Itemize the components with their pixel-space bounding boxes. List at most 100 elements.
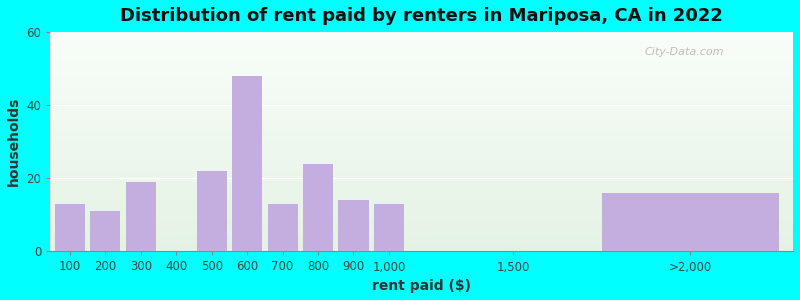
Bar xyxy=(50,151,793,152)
Bar xyxy=(50,239,793,241)
Bar xyxy=(50,140,793,141)
Bar xyxy=(50,125,793,126)
Bar xyxy=(50,78,793,79)
Bar xyxy=(602,193,779,251)
Text: City-Data.com: City-Data.com xyxy=(645,47,724,57)
Bar xyxy=(50,74,793,75)
Bar xyxy=(338,200,369,251)
Bar xyxy=(50,49,793,50)
Bar xyxy=(50,103,793,104)
Bar xyxy=(50,184,793,186)
Bar xyxy=(50,52,793,53)
Bar xyxy=(50,244,793,245)
Bar xyxy=(50,141,793,142)
Bar xyxy=(50,59,793,61)
Bar xyxy=(50,33,793,34)
Bar xyxy=(50,56,793,57)
Bar xyxy=(50,81,793,83)
Bar xyxy=(50,198,793,199)
Bar xyxy=(50,55,793,56)
Bar xyxy=(50,136,793,137)
Bar xyxy=(50,187,793,188)
Bar xyxy=(50,39,793,40)
Bar xyxy=(50,126,793,128)
Bar xyxy=(50,245,793,246)
Bar xyxy=(50,149,793,151)
Bar xyxy=(50,111,793,112)
Bar xyxy=(50,204,793,206)
Bar xyxy=(50,68,793,69)
Bar xyxy=(50,174,793,175)
Bar xyxy=(50,57,793,59)
Bar xyxy=(50,85,793,86)
Bar xyxy=(50,132,793,133)
Bar xyxy=(50,206,793,208)
Bar xyxy=(50,66,793,67)
Bar xyxy=(50,203,793,204)
Bar xyxy=(50,87,793,88)
Bar xyxy=(50,147,793,148)
Bar xyxy=(50,216,793,217)
Bar xyxy=(50,166,793,167)
Y-axis label: households: households xyxy=(7,97,21,187)
Bar xyxy=(50,41,793,42)
Bar xyxy=(50,192,793,193)
Bar xyxy=(50,46,793,47)
Bar xyxy=(50,124,793,125)
Bar xyxy=(50,213,793,214)
Bar xyxy=(50,92,793,94)
Bar xyxy=(50,214,793,215)
Bar xyxy=(50,67,793,68)
Bar xyxy=(50,225,793,226)
Bar xyxy=(50,250,793,251)
Bar xyxy=(50,128,793,129)
Bar xyxy=(50,97,793,98)
Bar xyxy=(50,40,793,41)
Bar xyxy=(50,65,793,66)
Bar xyxy=(50,144,793,145)
Bar xyxy=(50,161,793,163)
Bar xyxy=(50,168,793,169)
Bar xyxy=(50,42,793,43)
Bar xyxy=(50,237,793,238)
Bar xyxy=(50,219,793,220)
Bar xyxy=(50,96,793,97)
Bar xyxy=(50,186,793,187)
Bar xyxy=(50,133,793,134)
Bar xyxy=(50,45,793,46)
Bar xyxy=(50,121,793,122)
Bar xyxy=(50,221,793,222)
Bar xyxy=(50,70,793,72)
Bar xyxy=(50,193,793,194)
Bar xyxy=(50,181,793,182)
Bar xyxy=(50,142,793,143)
Bar xyxy=(50,101,793,102)
Bar xyxy=(50,194,793,196)
Bar xyxy=(50,54,793,55)
Bar xyxy=(50,112,793,113)
Bar xyxy=(50,211,793,212)
Bar xyxy=(50,180,793,181)
Bar xyxy=(50,236,793,237)
Bar xyxy=(90,211,121,251)
Bar xyxy=(50,32,793,33)
Bar xyxy=(50,164,793,165)
Bar xyxy=(50,209,793,210)
Bar xyxy=(50,210,793,211)
Bar xyxy=(50,69,793,70)
Bar xyxy=(303,164,333,251)
Bar xyxy=(50,145,793,146)
Bar xyxy=(50,158,793,159)
Bar xyxy=(50,224,793,225)
Bar xyxy=(50,129,793,130)
Bar xyxy=(50,44,793,45)
Bar xyxy=(50,167,793,168)
Bar xyxy=(50,169,793,170)
Bar xyxy=(50,228,793,230)
Bar xyxy=(50,73,793,74)
Bar xyxy=(50,100,793,101)
Bar xyxy=(50,171,793,172)
Bar xyxy=(50,175,793,176)
Bar xyxy=(50,215,793,216)
Bar xyxy=(50,191,793,192)
